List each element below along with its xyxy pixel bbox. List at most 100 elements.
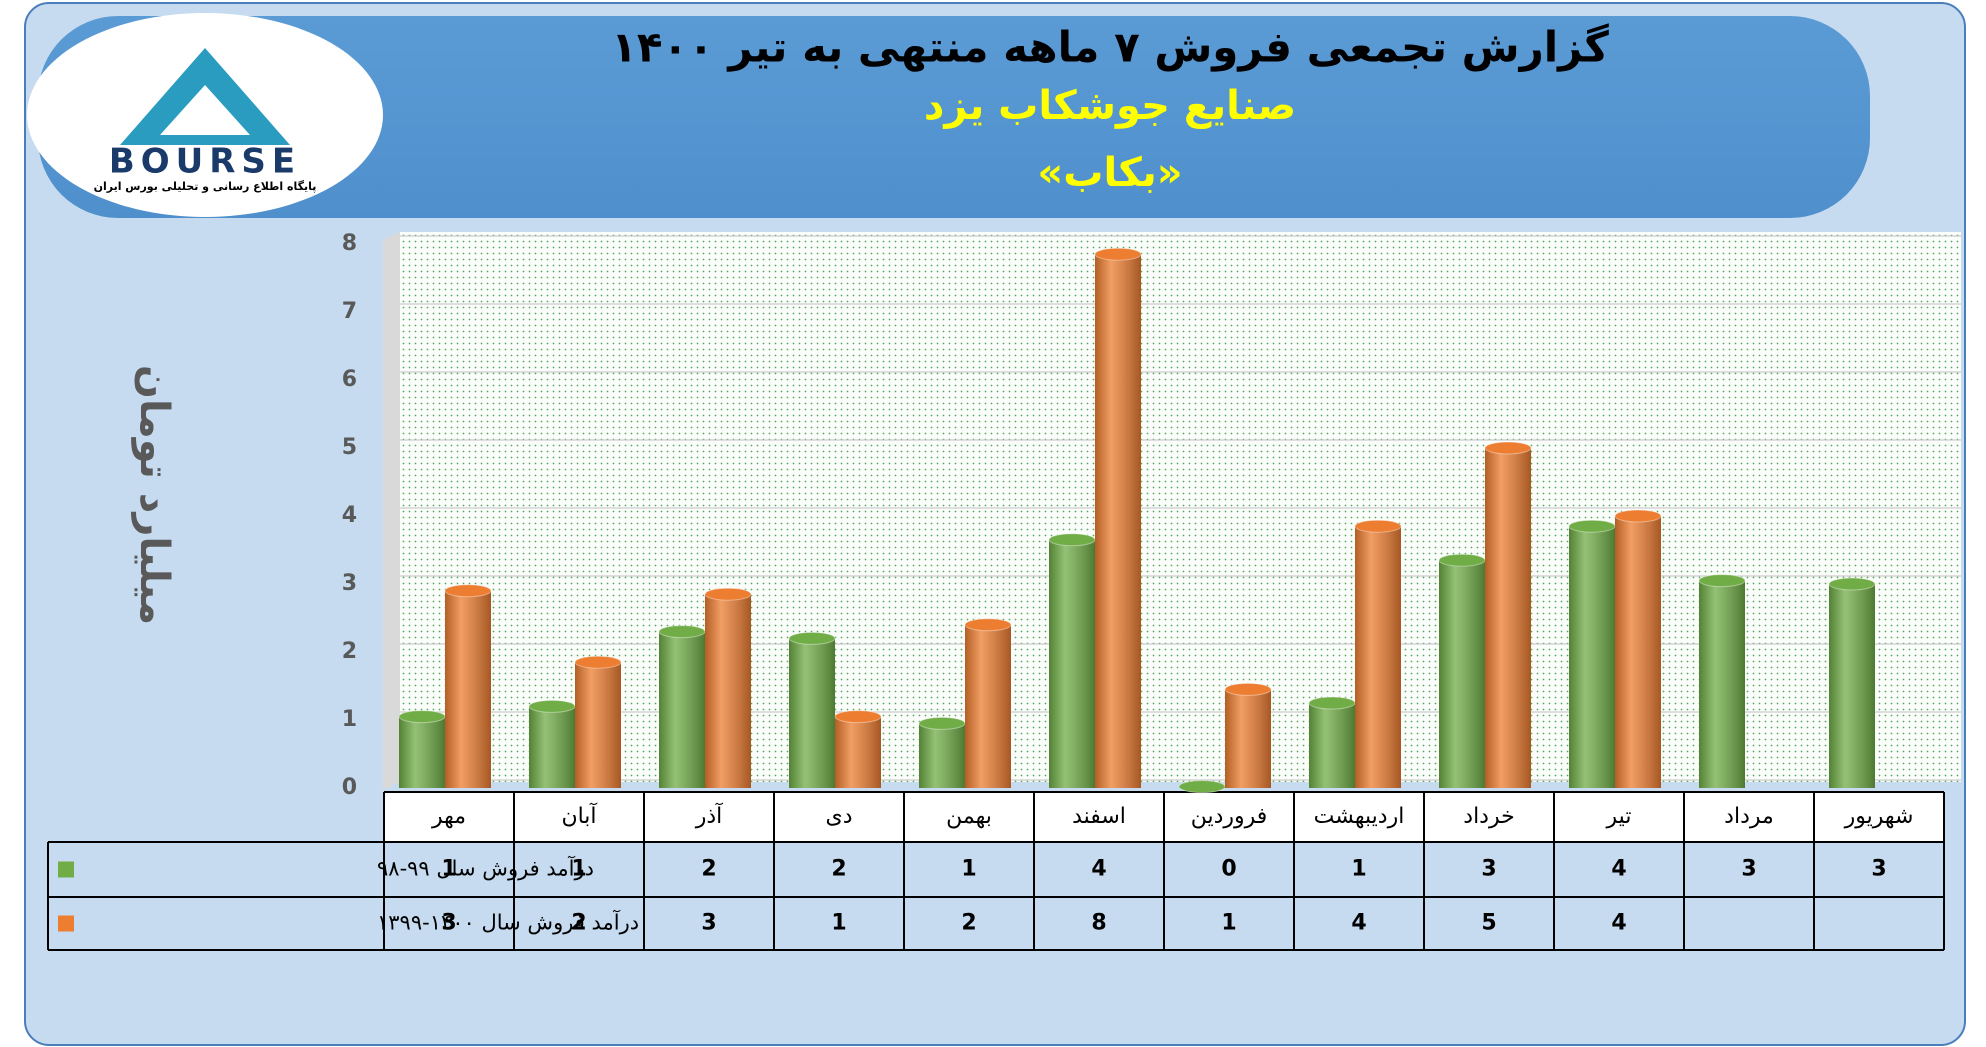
x-tick-label: مهر (431, 804, 466, 829)
x-tick-label: آبان (561, 802, 597, 829)
logo-name: BOURSE (109, 142, 301, 182)
table-value: 3 (1871, 857, 1886, 882)
bar-shade (659, 631, 705, 788)
bar-cap (1614, 509, 1662, 523)
bar-shade (835, 716, 881, 788)
bar-shade (529, 706, 575, 788)
chart-symbol: «بکاب» (1037, 150, 1182, 196)
bar-shade (1095, 254, 1141, 788)
bar-shade (789, 638, 835, 788)
bar-cap (1178, 780, 1226, 794)
bar-shade (399, 716, 445, 788)
table-value: 4 (1091, 857, 1106, 882)
bar-cap (1094, 247, 1142, 261)
y-tick-label: 4 (342, 503, 357, 528)
table-value: 5 (1481, 911, 1496, 936)
bar-cap (964, 618, 1012, 632)
table-value: 4 (1611, 857, 1626, 882)
legend-swatch (58, 915, 74, 932)
y-tick-label: 6 (342, 367, 357, 392)
bar-cap (1224, 682, 1272, 696)
table-value: 3 (1741, 857, 1756, 882)
y-tick-label: 7 (342, 299, 357, 324)
y-tick-label: 8 (342, 231, 357, 256)
table-value: 2 (701, 857, 716, 882)
table-value: 2 (571, 911, 586, 936)
table-value: 1 (441, 857, 456, 882)
y-tick-label: 1 (342, 707, 357, 732)
y-tick-label: 5 (342, 435, 357, 460)
table-value: 1 (1221, 911, 1236, 936)
bar-shade (1699, 580, 1745, 788)
y-tick-label: 2 (342, 639, 357, 664)
x-tick-label: تیر (1606, 804, 1632, 829)
y-tick-label: 3 (342, 571, 357, 596)
bar-cap (528, 699, 576, 713)
table-value: 1 (1351, 857, 1366, 882)
bar-cap (444, 584, 492, 598)
bar-shade (1439, 560, 1485, 788)
table-value: 1 (961, 857, 976, 882)
table-value: 3 (701, 911, 716, 936)
bar-shade (1569, 526, 1615, 788)
x-tick-label: فروردین (1191, 804, 1268, 829)
table-value: 8 (1091, 911, 1106, 936)
chart-title: گزارش تجمعی فروش ۷ ماهه منتهی به تیر ۱۴۰… (611, 23, 1609, 73)
x-tick-label: شهریور (1844, 804, 1914, 829)
x-tick-label: اسفند (1072, 804, 1126, 829)
y-tick-label: 0 (342, 775, 357, 800)
bar-shade (1485, 448, 1531, 788)
table-value: 3 (1481, 857, 1496, 882)
x-tick-label: اردیبهشت (1314, 804, 1405, 829)
bar-shade (919, 723, 965, 788)
x-tick-label: بهمن (946, 804, 992, 829)
bar-cap (788, 631, 836, 645)
bar-shade (1049, 539, 1095, 788)
table-value: 3 (441, 911, 456, 936)
table-value: 1 (571, 857, 586, 882)
x-tick-label: دی (825, 804, 852, 829)
bar-cap (658, 625, 706, 639)
legend-swatch (58, 861, 74, 878)
x-tick-label: آذر (695, 802, 723, 829)
bar-cap (574, 655, 622, 669)
bar-shade (1829, 584, 1875, 788)
bar-cap (1354, 519, 1402, 533)
bar-cap (1308, 696, 1356, 710)
legend-label: درآمد فروش سال ۹۹-۹۸ (377, 856, 594, 881)
bar-shade (445, 590, 491, 788)
bar-cap (834, 710, 882, 724)
bar-cap (1438, 553, 1486, 567)
bar-shade (1615, 516, 1661, 788)
table-value: 1 (831, 911, 846, 936)
bar-shade (1309, 703, 1355, 788)
bar-cap (1828, 577, 1876, 591)
banner (38, 16, 1870, 218)
bar-shade (705, 594, 751, 788)
logo-caption: پایگاه اطلاع رسانی و تحلیلی بورس ایران (94, 180, 317, 193)
bar-cap (918, 716, 966, 730)
bar-shade (575, 662, 621, 788)
bar-shade (965, 624, 1011, 788)
table-value: 2 (831, 857, 846, 882)
logo-shape (160, 85, 250, 135)
table-value: 2 (961, 911, 976, 936)
x-tick-label: مرداد (1724, 804, 1774, 829)
bar-cap (1048, 533, 1096, 547)
bar-shade (1225, 689, 1271, 788)
table-value: 4 (1351, 911, 1366, 936)
table-value: 0 (1221, 857, 1236, 882)
bar-cap (1698, 574, 1746, 588)
y-axis-label: میلیارد تومان (131, 365, 177, 625)
x-tick-label: خرداد (1463, 804, 1514, 829)
chart-subtitle: صنایع جوشکاب یزد (924, 83, 1296, 129)
bar-cap (1484, 441, 1532, 455)
bar-cap (398, 710, 446, 724)
bar-shade (1355, 526, 1401, 788)
bar-cap (1568, 519, 1616, 533)
side-wall (383, 232, 400, 790)
legend-label: درآمد فروش سال ۱۴۰۰-۱۳۹۹ (377, 910, 639, 935)
bar-cap (704, 587, 752, 601)
